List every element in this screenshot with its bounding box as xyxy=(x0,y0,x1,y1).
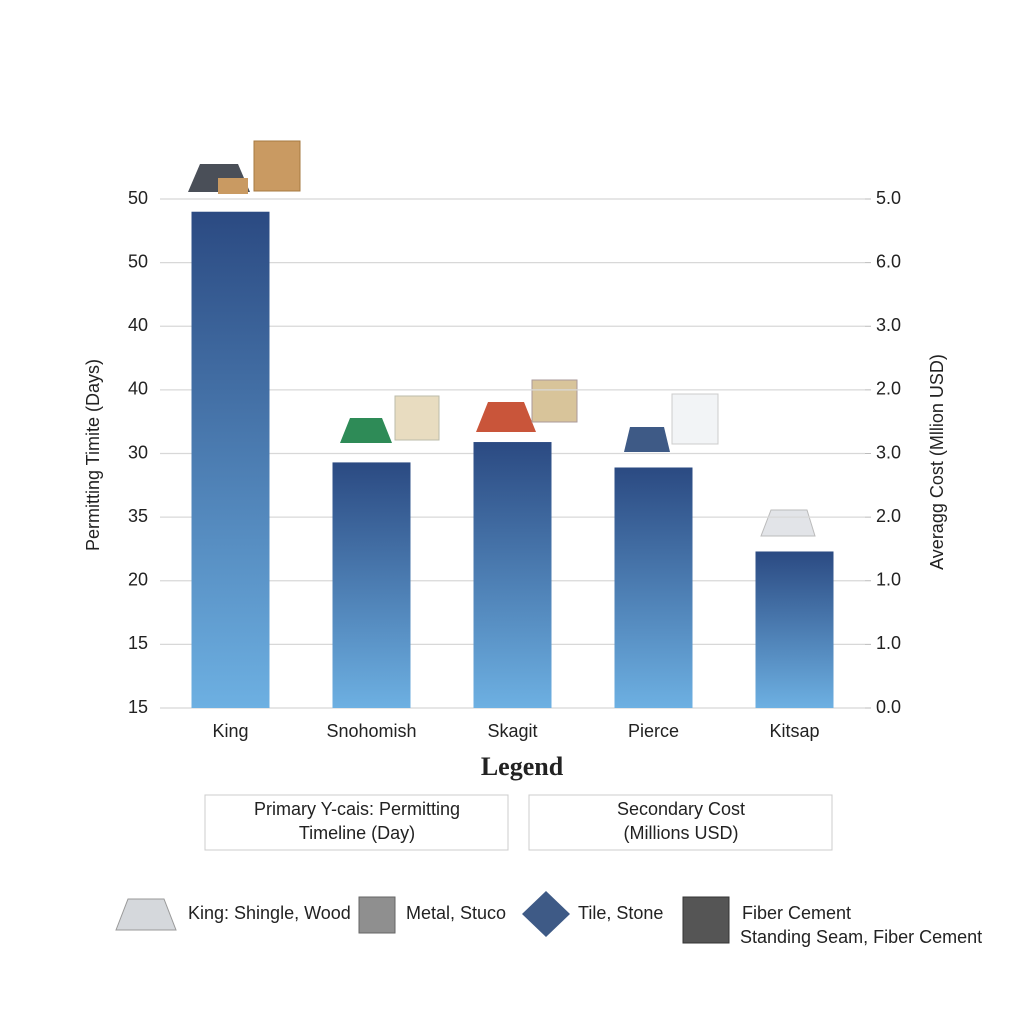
legend-box-text: Primary Y-cais: Permitting xyxy=(254,799,460,819)
x-tick-label: Kitsap xyxy=(769,721,819,741)
y-tick-label: 40 xyxy=(128,379,148,399)
x-tick-label: Snohomish xyxy=(326,721,416,741)
y-tick-label: 35 xyxy=(128,506,148,526)
y2-tick-label: 5.0 xyxy=(876,188,901,208)
legend-item-text: King: Shingle, Wood xyxy=(188,903,351,923)
y-tick-label: 15 xyxy=(128,633,148,653)
y-tick-label: 15 xyxy=(128,697,148,717)
legend-box xyxy=(528,794,833,851)
y2-tick-label: 1.0 xyxy=(876,570,901,590)
x-tick-label: King xyxy=(212,721,248,741)
y2-axis-label: Averagg Cost (Mllion USD) xyxy=(927,354,947,570)
y-tick-label: 40 xyxy=(128,315,148,335)
bar xyxy=(332,462,411,708)
bar xyxy=(755,551,834,708)
x-tick-label: Skagit xyxy=(487,721,537,741)
y2-tick-label: 1.0 xyxy=(876,633,901,653)
legend-item-text: Tile, Stone xyxy=(578,903,663,923)
x-tick-label: Pierce xyxy=(628,721,679,741)
legend-item-text: Standing Seam, Fiber Cement xyxy=(740,927,982,947)
y-axis-label: Permitting Timite (Days) xyxy=(83,359,103,551)
y-tick-label: 20 xyxy=(128,570,148,590)
bar xyxy=(191,211,270,708)
y-tick-label: 50 xyxy=(128,188,148,208)
y-tick-label: 50 xyxy=(128,251,148,271)
bar xyxy=(473,442,552,708)
y2-tick-label: 2.0 xyxy=(876,379,901,399)
legend-box-text: Timeline (Day) xyxy=(299,823,415,843)
legend-box-text: (Millions USD) xyxy=(623,823,738,843)
y2-tick-label: 6.0 xyxy=(876,251,901,271)
legend-box-text: Secondary Cost xyxy=(617,799,745,819)
material-icons xyxy=(115,140,816,944)
legend-box xyxy=(204,794,509,851)
y2-tick-label: 3.0 xyxy=(876,315,901,335)
legend-item-text: Fiber Cement xyxy=(742,903,851,923)
y2-tick-label: 3.0 xyxy=(876,442,901,462)
y2-tick-label: 0.0 xyxy=(876,697,901,717)
y2-tick-label: 2.0 xyxy=(876,506,901,526)
legend-item-text: Metal, Stuco xyxy=(406,903,506,923)
legend-title: Legend xyxy=(481,752,564,781)
y-tick-label: 30 xyxy=(128,442,148,462)
bar xyxy=(614,467,693,708)
